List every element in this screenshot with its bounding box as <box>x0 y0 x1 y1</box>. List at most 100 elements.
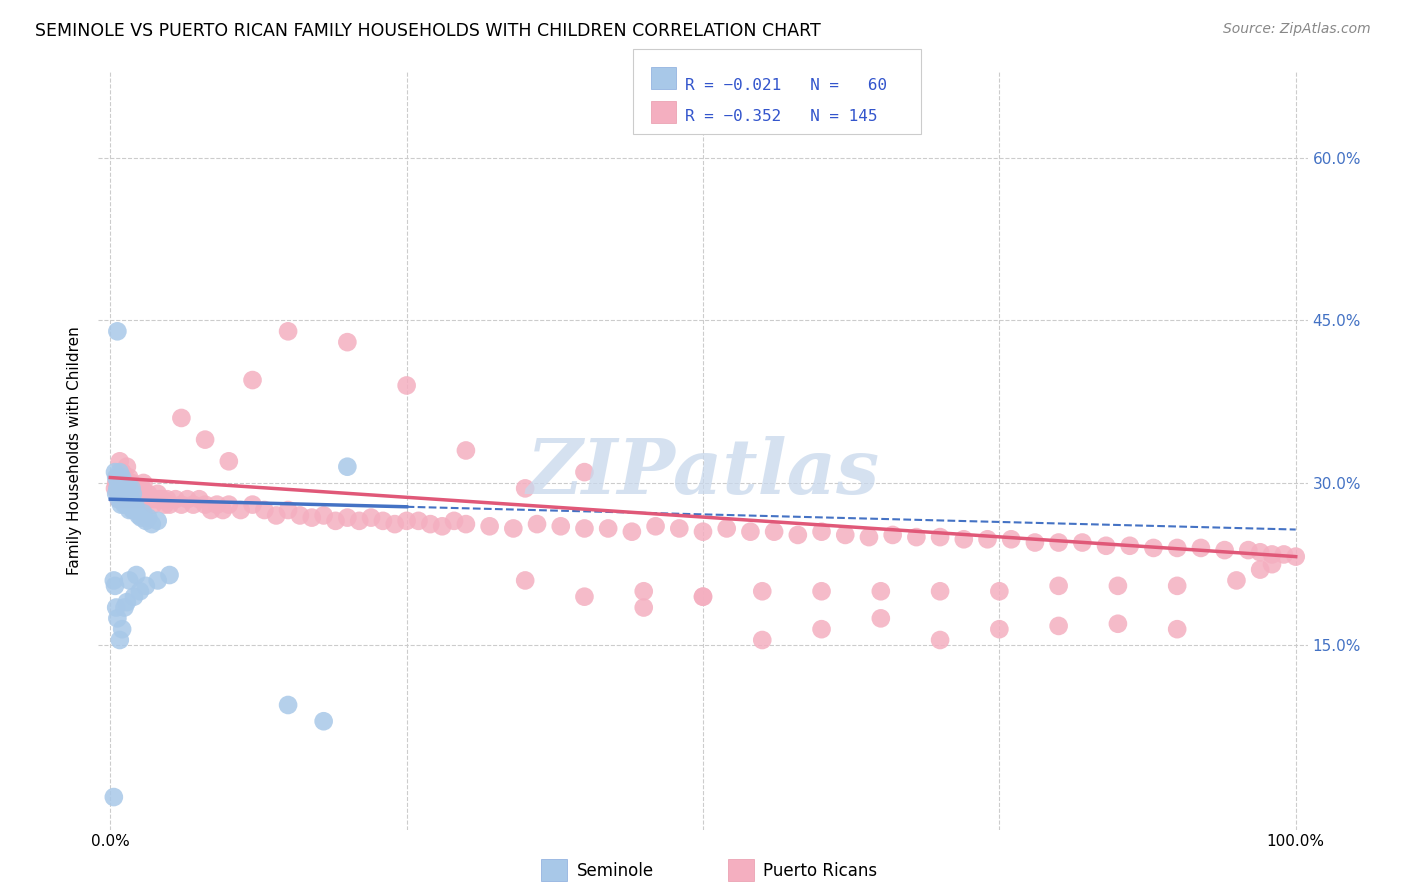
Point <box>134 492 156 507</box>
Point <box>135 579 157 593</box>
Point <box>129 487 152 501</box>
Point <box>107 475 129 490</box>
Point <box>132 506 155 520</box>
Point <box>121 492 143 507</box>
Point <box>136 487 159 501</box>
Point <box>107 492 129 507</box>
Point <box>127 492 149 507</box>
Text: Puerto Ricans: Puerto Ricans <box>763 862 877 880</box>
Point <box>1189 541 1212 555</box>
Point <box>188 492 211 507</box>
Point <box>111 622 134 636</box>
Point <box>128 508 150 523</box>
Text: Seminole: Seminole <box>576 862 654 880</box>
Text: ZIPatlas: ZIPatlas <box>526 436 880 510</box>
Point <box>1000 533 1022 547</box>
Point <box>135 492 157 507</box>
Point <box>111 465 134 479</box>
Point <box>454 443 477 458</box>
Point <box>124 498 146 512</box>
Point <box>277 698 299 712</box>
Point <box>1047 535 1070 549</box>
Point <box>478 519 501 533</box>
Point <box>1166 622 1188 636</box>
Point <box>115 595 138 609</box>
Point <box>108 454 131 468</box>
Point <box>1225 574 1247 588</box>
Point <box>200 503 222 517</box>
Point <box>146 574 169 588</box>
Point <box>336 459 359 474</box>
Point <box>104 579 127 593</box>
Point <box>454 517 477 532</box>
Point <box>118 574 141 588</box>
Point <box>105 324 128 338</box>
Point <box>1119 539 1142 553</box>
Point <box>277 503 299 517</box>
Point <box>242 373 264 387</box>
Point <box>384 517 406 532</box>
Point <box>408 514 430 528</box>
Point <box>143 492 166 507</box>
Point <box>105 611 128 625</box>
Point <box>112 492 135 507</box>
Point <box>1237 543 1260 558</box>
Point <box>1095 539 1118 553</box>
Point <box>103 574 125 588</box>
Point <box>132 475 155 490</box>
Point <box>108 465 131 479</box>
Point <box>114 600 136 615</box>
Y-axis label: Family Households with Children: Family Households with Children <box>67 326 83 574</box>
Point <box>858 530 880 544</box>
Point <box>104 465 127 479</box>
Point <box>124 492 146 507</box>
Point <box>128 482 150 496</box>
Text: R = −0.021   N =   60: R = −0.021 N = 60 <box>685 78 887 94</box>
Point <box>125 503 148 517</box>
Point <box>598 521 620 535</box>
Point <box>633 600 655 615</box>
Point <box>146 514 169 528</box>
Point <box>740 524 762 539</box>
Point <box>105 470 128 484</box>
Point <box>110 487 132 501</box>
Point <box>141 517 163 532</box>
Point <box>288 508 311 523</box>
Point <box>114 475 136 490</box>
Point <box>129 510 152 524</box>
Point <box>1272 548 1295 562</box>
Point <box>1024 535 1046 549</box>
Point <box>118 482 141 496</box>
Point <box>108 487 131 501</box>
Point <box>869 584 891 599</box>
Point <box>1107 616 1129 631</box>
Point <box>153 498 176 512</box>
Point <box>692 590 714 604</box>
Point <box>443 514 465 528</box>
Point <box>810 622 832 636</box>
Point <box>114 492 136 507</box>
Point <box>104 482 127 496</box>
Point <box>118 470 141 484</box>
Point <box>1047 579 1070 593</box>
Point <box>117 498 139 512</box>
Point <box>1071 535 1094 549</box>
Point <box>515 482 537 496</box>
Point <box>108 482 131 496</box>
Point <box>121 503 143 517</box>
Point <box>1142 541 1164 555</box>
Point <box>1249 545 1271 559</box>
Point <box>929 584 952 599</box>
Point <box>112 487 135 501</box>
Point <box>905 530 928 544</box>
Point <box>111 465 134 479</box>
Point <box>574 590 596 604</box>
Point <box>347 514 370 528</box>
Point <box>112 475 135 490</box>
Point <box>253 503 276 517</box>
Point <box>107 492 129 507</box>
Point <box>205 498 228 512</box>
Point <box>882 528 904 542</box>
Point <box>620 524 643 539</box>
Point <box>1261 557 1284 572</box>
